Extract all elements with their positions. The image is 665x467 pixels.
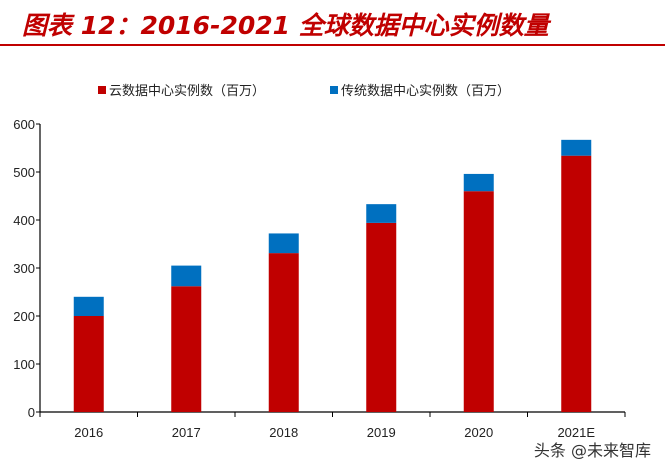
x-tick-label: 2018 bbox=[269, 425, 298, 440]
legend-swatch bbox=[330, 86, 338, 94]
watermark: 头条 @未来智库 bbox=[533, 441, 651, 460]
bar-traditional bbox=[73, 296, 104, 316]
legend-swatch bbox=[98, 86, 106, 94]
y-tick-label: 500 bbox=[13, 165, 35, 180]
x-tick-label: 2021E bbox=[557, 425, 595, 440]
y-tick-label: 100 bbox=[13, 357, 35, 372]
x-tick-label: 2020 bbox=[464, 425, 493, 440]
x-tick-label: 2016 bbox=[74, 425, 103, 440]
bar-traditional bbox=[561, 139, 592, 156]
bar-cloud bbox=[73, 316, 104, 412]
bar-traditional bbox=[463, 173, 494, 192]
legend-label: 传统数据中心实例数（百万） bbox=[341, 84, 510, 99]
bar-cloud bbox=[268, 253, 299, 412]
legend-label: 云数据中心实例数（百万） bbox=[109, 84, 265, 99]
bar-cloud bbox=[171, 286, 202, 412]
x-tick-label: 2019 bbox=[367, 425, 396, 440]
bar-cloud bbox=[366, 222, 397, 412]
bar-traditional bbox=[171, 265, 202, 287]
chart-title: 图表 12：2016-2021 全球数据中心实例数量 bbox=[22, 11, 549, 40]
y-tick-label: 600 bbox=[13, 117, 35, 132]
y-tick-label: 300 bbox=[13, 261, 35, 276]
bar-traditional bbox=[366, 204, 397, 223]
y-tick-label: 200 bbox=[13, 309, 35, 324]
bar-cloud bbox=[561, 155, 592, 412]
title-rule bbox=[0, 44, 665, 46]
y-tick-label: 400 bbox=[13, 213, 35, 228]
bar-traditional bbox=[268, 233, 299, 254]
bar-cloud bbox=[463, 191, 494, 412]
x-tick-label: 2017 bbox=[172, 425, 201, 440]
y-tick-label: 0 bbox=[28, 405, 35, 420]
